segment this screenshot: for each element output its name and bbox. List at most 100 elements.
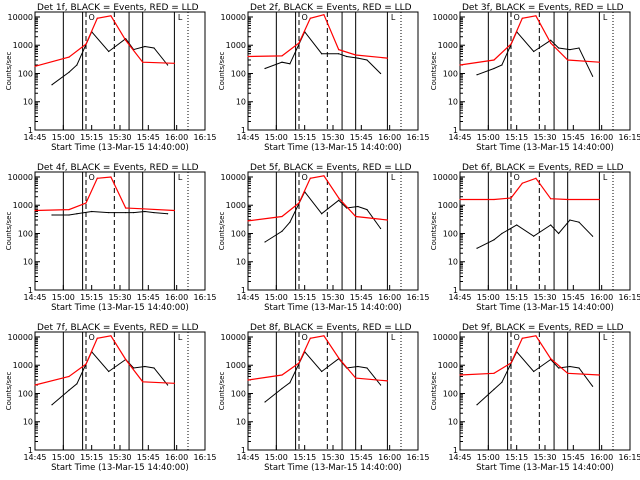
chart-panel-5: Det 5f, BLACK = Events, RED = LLD 1 10 100 1… [218, 163, 430, 313]
chart-panel-6: Det 6f, BLACK = Events, RED = LLD 1 10 100 1… [430, 163, 640, 313]
x-tick-label: 15:30 [533, 293, 556, 302]
marker-label: L [391, 333, 396, 342]
series-line-events [476, 219, 593, 249]
x-tick-label: 15:00 [52, 293, 75, 302]
data-point-events [76, 383, 78, 385]
x-tick-label: 16:00 [590, 453, 613, 462]
series-line-events [52, 210, 168, 216]
y-tick-label: 1000 [438, 41, 458, 50]
x-tick-label: 16:15 [406, 133, 429, 142]
y-tick-label: 100 [231, 389, 246, 398]
data-point-events [321, 213, 323, 215]
data-point-events [380, 227, 382, 230]
series-line-events [264, 350, 381, 403]
y-tick-label: 100 [443, 229, 458, 238]
data-point-lld [125, 207, 127, 209]
y-axis-label: Counts/sec [218, 52, 226, 91]
data-point-events [133, 211, 135, 214]
series-line-events [51, 30, 168, 86]
x-tick-label: 14:45 [23, 133, 46, 142]
data-point-lld [309, 337, 311, 339]
y-tick-label: 10 [236, 98, 246, 107]
y-axis-label: Counts/sec [218, 212, 226, 251]
y-tick-label: 1000 [226, 201, 246, 210]
chart-panel-9: Det 9f, BLACK = Events, RED = LLD 1 10 100 1… [430, 323, 640, 473]
marker-label: L [178, 333, 183, 342]
marker-label: O [89, 333, 95, 342]
chart-title: Det 9f, BLACK = Events, RED = LLD [462, 323, 624, 333]
series-line-lld [459, 335, 600, 376]
marker-label: L [603, 13, 608, 22]
x-tick-label: 16:00 [165, 293, 188, 302]
data-point-lld [323, 335, 325, 337]
data-point-events [167, 64, 169, 66]
data-point-events [533, 370, 535, 373]
data-point-events [569, 49, 571, 51]
data-point-lld [96, 337, 98, 339]
data-point-lld [85, 363, 87, 365]
marker-label: O [514, 333, 520, 342]
data-point-events [501, 381, 503, 383]
data-point-lld [281, 215, 283, 218]
data-point-lld [323, 14, 325, 16]
data-point-events [167, 384, 169, 386]
x-tick-label: 16:15 [193, 453, 216, 462]
data-point-events [76, 64, 78, 66]
data-point-events [476, 404, 478, 406]
data-point-lld [338, 197, 340, 199]
y-tick-label: 10 [236, 258, 246, 267]
y-tick-label: 100 [231, 229, 246, 238]
data-point-lld [510, 197, 512, 199]
data-point-lld [85, 202, 87, 204]
data-point-events [281, 61, 283, 63]
data-point-events [380, 384, 382, 386]
data-point-lld [110, 176, 112, 178]
data-point-lld [598, 374, 601, 376]
data-point-events [493, 388, 495, 390]
y-tick-label: 100 [18, 69, 33, 78]
series-line-events [264, 190, 382, 243]
data-point-lld [598, 61, 601, 63]
y-tick-label: 1 [28, 126, 33, 135]
x-tick-label: 15:45 [137, 133, 160, 142]
y-tick-label: 1000 [438, 201, 458, 210]
data-point-events [493, 239, 495, 241]
x-tick-label: 16:15 [193, 293, 216, 302]
x-tick-label: 15:45 [350, 453, 373, 462]
data-point-events [592, 235, 594, 237]
data-point-events [357, 57, 359, 59]
data-point-events [68, 71, 70, 73]
data-point-lld [550, 42, 552, 44]
y-axis-label: Counts/sec [5, 372, 13, 411]
data-point-events [558, 232, 560, 235]
x-tick-label: 16:00 [378, 453, 401, 462]
data-point-events [51, 404, 53, 406]
data-point-events [289, 63, 291, 65]
series-line-events [476, 350, 594, 406]
data-point-lld [281, 374, 283, 376]
y-tick-label: 10000 [433, 173, 458, 182]
data-point-lld [386, 219, 388, 221]
x-tick-label: 15:00 [265, 453, 288, 462]
data-point-events [321, 53, 323, 55]
data-point-lld [247, 220, 249, 222]
series-line-lld [459, 15, 600, 66]
marker-label: O [89, 173, 95, 182]
chart-title: Det 2f, BLACK = Events, RED = LLD [250, 3, 412, 13]
data-point-events [68, 214, 70, 216]
x-tick-label: 16:15 [618, 293, 640, 302]
data-point-events [281, 387, 283, 390]
data-point-events [264, 67, 266, 70]
marker-label: L [391, 13, 396, 22]
marker-label: L [178, 173, 183, 182]
data-point-events [501, 232, 503, 235]
data-point-events [108, 50, 110, 53]
chart-title: Det 3f, BLACK = Events, RED = LLD [462, 3, 624, 13]
data-point-events [558, 47, 560, 49]
data-point-lld [338, 49, 340, 51]
x-tick-label: 16:00 [165, 133, 188, 142]
data-point-lld [309, 177, 311, 179]
x-tick-label: 14:45 [23, 453, 46, 462]
series-line-lld [34, 176, 175, 212]
y-tick-label: 1 [453, 126, 458, 135]
